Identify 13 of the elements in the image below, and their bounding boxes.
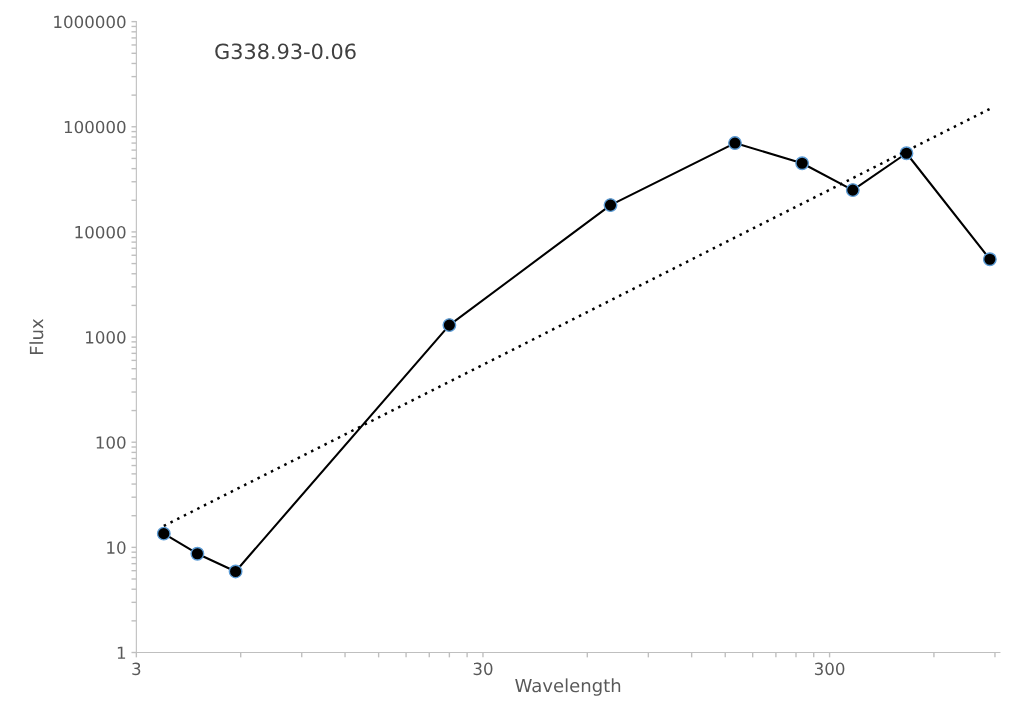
y-tick-label: 10: [107, 541, 126, 554]
y-tick-label: 1000: [86, 331, 126, 344]
y-tick-label: 10000: [75, 225, 126, 239]
y-tick-label: 100000: [64, 120, 126, 134]
x-tick-label: 3: [132, 662, 141, 676]
text: G338.93-0.06: [215, 43, 356, 60]
y-tick-label: 1: [117, 646, 126, 659]
x-tick-label: 300: [814, 662, 845, 676]
y-tick-label: 1000000: [54, 15, 126, 29]
x-axis-title: Wavelength: [515, 678, 621, 696]
x-tick-label: 30: [473, 662, 493, 676]
y-axis-title: Flux: [29, 318, 44, 355]
y-tick-label: 100: [96, 436, 126, 449]
